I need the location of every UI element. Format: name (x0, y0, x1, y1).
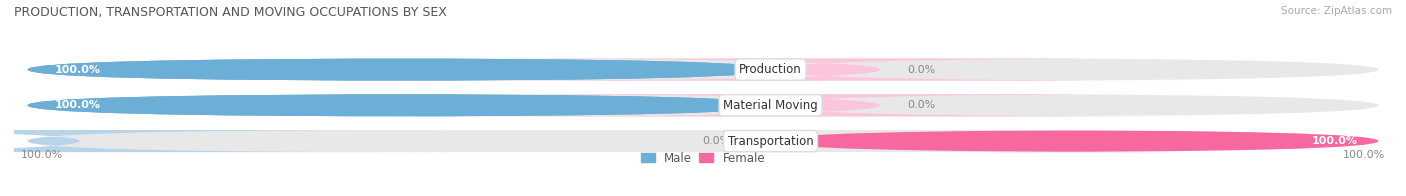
Text: 100.0%: 100.0% (55, 100, 101, 110)
FancyBboxPatch shape (28, 94, 1378, 116)
Text: 0.0%: 0.0% (702, 136, 730, 146)
Text: PRODUCTION, TRANSPORTATION AND MOVING OCCUPATIONS BY SEX: PRODUCTION, TRANSPORTATION AND MOVING OC… (14, 6, 447, 19)
Text: 100.0%: 100.0% (55, 64, 101, 75)
FancyBboxPatch shape (28, 94, 770, 116)
FancyBboxPatch shape (461, 94, 1189, 116)
FancyBboxPatch shape (28, 94, 770, 116)
Text: Material Moving: Material Moving (723, 99, 818, 112)
Text: Production: Production (740, 63, 801, 76)
Legend: Male, Female: Male, Female (641, 152, 765, 164)
FancyBboxPatch shape (28, 130, 1378, 152)
Text: 100.0%: 100.0% (1343, 150, 1385, 160)
Text: Source: ZipAtlas.com: Source: ZipAtlas.com (1281, 6, 1392, 16)
FancyBboxPatch shape (0, 130, 446, 152)
FancyBboxPatch shape (28, 58, 770, 81)
Text: 100.0%: 100.0% (21, 150, 63, 160)
FancyBboxPatch shape (28, 58, 1378, 81)
Text: 0.0%: 0.0% (907, 64, 935, 75)
Text: Transportation: Transportation (728, 135, 814, 148)
FancyBboxPatch shape (461, 58, 1189, 81)
Text: 100.0%: 100.0% (1312, 136, 1358, 146)
Text: 0.0%: 0.0% (907, 100, 935, 110)
FancyBboxPatch shape (770, 130, 1378, 152)
FancyBboxPatch shape (28, 58, 770, 81)
